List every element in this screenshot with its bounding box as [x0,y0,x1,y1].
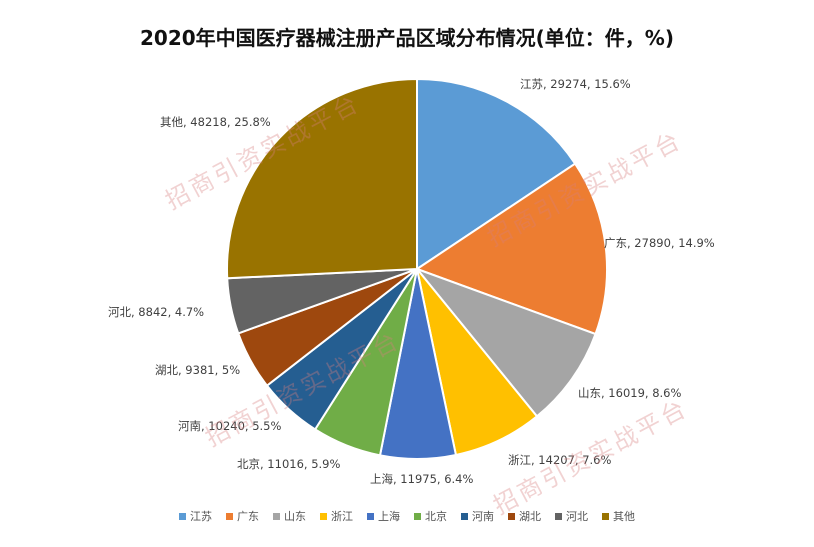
data-label: 河南, 10240, 5.5% [178,419,281,433]
pie-slice-2 [414,162,609,336]
legend-label: 北京 [425,510,447,523]
pie-slice-10 [226,77,418,280]
pie-slice-3 [413,266,597,418]
chart-legend: 江苏 广东 山东 浙江 上海 北京 河南 湖北 河北 其他 [0,508,814,524]
legend-swatch [273,512,280,520]
legend-item: 其他 [602,508,635,524]
legend-swatch [508,512,515,520]
pie-slice-1 [416,77,577,271]
legend-swatch [367,512,374,520]
legend-item: 上海 [367,508,400,524]
data-label: 江苏, 29274, 15.6% [520,77,631,91]
legend-label: 其他 [613,510,635,523]
legend-item: 江苏 [179,508,212,524]
legend-label: 浙江 [331,510,353,523]
data-label: 上海, 11975, 6.4% [370,472,473,486]
legend-label: 河南 [472,510,494,523]
legend-label: 上海 [378,510,400,523]
data-label: 山东, 16019, 8.6% [578,386,681,400]
data-label: 河北, 8842, 4.7% [108,305,204,319]
legend-item: 浙江 [320,508,353,524]
legend-label: 山东 [284,510,306,523]
legend-item: 广东 [226,508,259,524]
legend-swatch [320,512,327,520]
legend-swatch [179,512,186,520]
legend-item: 北京 [414,508,447,524]
data-label: 湖北, 9381, 5% [155,363,240,377]
legend-swatch [555,512,562,520]
data-label: 广东, 27890, 14.9% [604,236,715,250]
data-label: 北京, 11016, 5.9% [237,457,340,471]
data-label: 浙江, 14207, 7.6% [508,453,611,467]
legend-label: 江苏 [190,510,212,523]
legend-item: 河北 [555,508,588,524]
legend-swatch [602,512,609,520]
chart-title: 2020年中国医疗器械注册产品区域分布情况(单位：件，%) [140,26,674,50]
legend-swatch [461,512,468,520]
legend-item: 湖北 [508,508,541,524]
legend-label: 湖北 [519,510,541,523]
data-label: 其他, 48218, 25.8% [160,115,271,129]
legend-label: 河北 [566,510,588,523]
legend-swatch [414,512,421,520]
legend-item: 山东 [273,508,306,524]
legend-swatch [226,512,233,520]
legend-label: 广东 [237,510,259,523]
legend-item: 河南 [461,508,494,524]
